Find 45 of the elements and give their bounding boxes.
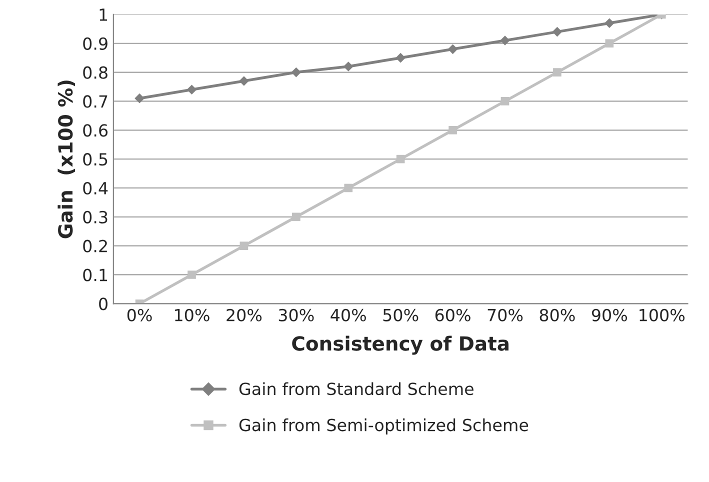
x-tick-label: 50% [383, 308, 418, 322]
legend-label: Gain from Standard Scheme [239, 382, 474, 396]
y-axis-title: Gain (x100 %) [58, 80, 76, 238]
point [186, 84, 197, 95]
y-tick-label: 1 [100, 8, 108, 21]
x-tick-label: 80% [540, 308, 575, 322]
y-tick-label: 0.3 [83, 210, 108, 224]
x-tick-label: 30% [278, 308, 314, 322]
x-tick-label: 0% [127, 308, 152, 322]
point [188, 270, 196, 279]
y-tick-label: 0.2 [83, 240, 107, 252]
x-tick-label: 20% [226, 308, 262, 322]
legend-label: Gain from Semi-optimized Scheme [239, 418, 528, 435]
y-tick-label: 0.5 [83, 153, 108, 166]
point [343, 62, 354, 72]
y-tick-label: 0.6 [83, 124, 108, 137]
point [500, 36, 510, 46]
y-tick-label: 0.9 [83, 37, 108, 50]
x-axis-title: Consistency of Data [292, 336, 508, 355]
point [396, 52, 406, 63]
point [448, 126, 457, 134]
x-tick-label: 60% [435, 308, 470, 322]
y-tick-label: 0.7 [83, 95, 108, 108]
x-tick-label: 10% [175, 308, 210, 322]
x-tick-label: 100% [640, 308, 685, 322]
point [240, 242, 248, 250]
y-tick-label: 0.1 [83, 268, 108, 282]
point [552, 26, 562, 37]
point [448, 44, 458, 54]
point [605, 39, 614, 48]
point [604, 18, 614, 28]
point [344, 184, 353, 192]
y-tick-label: 0.4 [83, 182, 108, 195]
point [134, 93, 144, 104]
point [553, 68, 562, 76]
point [292, 212, 300, 222]
x-tick-label: 70% [488, 308, 523, 322]
x-tick-label: 90% [592, 308, 628, 322]
point [291, 67, 302, 78]
point [500, 97, 510, 106]
y-tick-label: 0 [99, 298, 108, 310]
x-tick-label: 40% [330, 308, 366, 322]
point [396, 154, 405, 164]
point [239, 76, 249, 86]
y-tick-label: 0.8 [83, 66, 108, 79]
